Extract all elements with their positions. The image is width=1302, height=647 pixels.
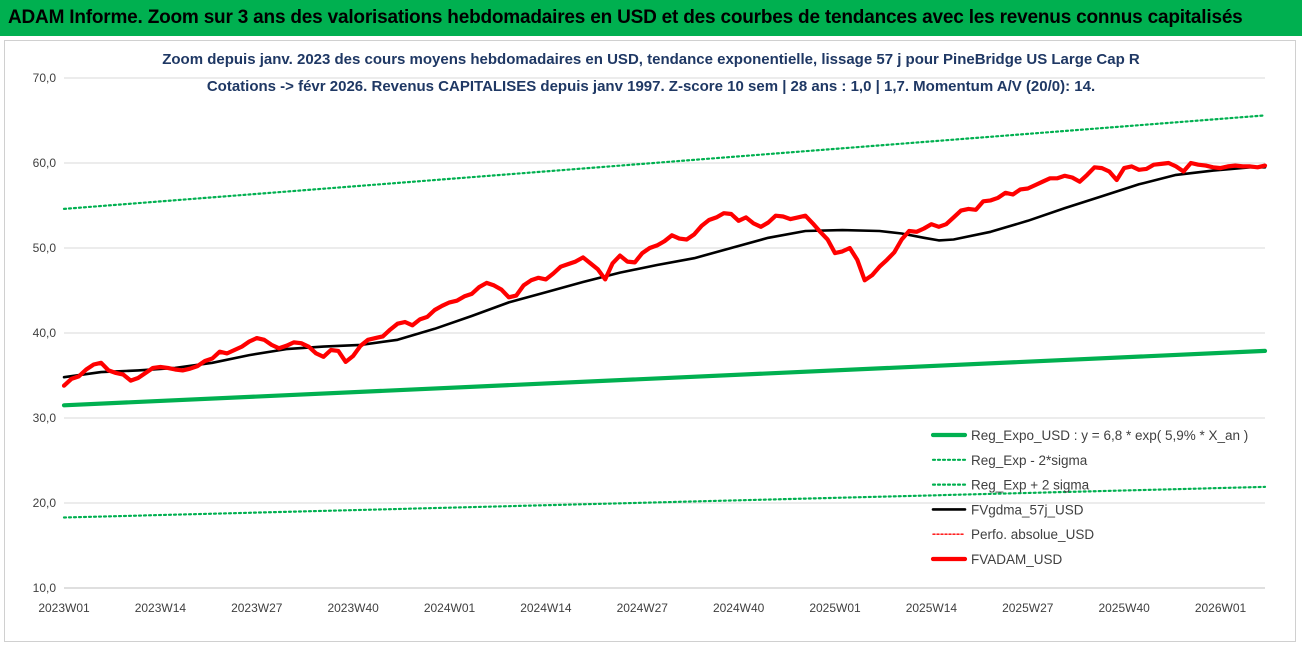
series-line-0 <box>61 348 1268 408</box>
series-lines <box>61 114 1268 519</box>
gridlines <box>64 77 1265 589</box>
x-tick-label: 2024W14 <box>520 601 572 615</box>
x-tick-label: 2024W40 <box>713 601 765 615</box>
legend-label-5: FVADAM_USD <box>971 552 1063 567</box>
legend-label-3: FVgdma_57j_USD <box>971 502 1084 517</box>
x-tick-label: 2023W27 <box>231 601 283 615</box>
series-line-5 <box>61 160 1268 388</box>
report-banner: ADAM Informe. Zoom sur 3 ans des valoris… <box>0 0 1302 36</box>
legend: Reg_Expo_USD : y = 6,8 * exp( 5,9% * X_a… <box>930 428 1248 567</box>
series-line-2 <box>62 114 1267 210</box>
x-tick-label: 2023W40 <box>327 601 379 615</box>
chart-title-line-2: Cotations -> févr 2026. Revenus CAPITALI… <box>206 78 1096 95</box>
x-tick-label: 2025W27 <box>1002 601 1054 615</box>
legend-label-2: Reg_Exp + 2 sigma <box>971 478 1090 493</box>
legend-label-0: Reg_Expo_USD : y = 6,8 * exp( 5,9% * X_a… <box>971 428 1248 443</box>
x-tick-label: 2025W14 <box>906 601 958 615</box>
x-tick-label: 2026W01 <box>1195 601 1247 615</box>
y-tick-label: 10,0 <box>33 581 57 595</box>
legend-label-4: Perfo. absolue_USD <box>971 527 1094 542</box>
x-tick-label: 2025W40 <box>1098 601 1150 615</box>
y-tick-label: 40,0 <box>33 326 57 340</box>
x-tick-label: 2023W01 <box>38 601 90 615</box>
chart-title-line-1: Zoom depuis janv. 2023 des cours moyens … <box>162 51 1140 68</box>
x-tick-label: 2023W14 <box>135 601 187 615</box>
x-tick-label: 2024W01 <box>424 601 476 615</box>
y-tick-label: 50,0 <box>33 241 57 255</box>
x-tick-label: 2024W27 <box>617 601 669 615</box>
axes: 10,0 20,0 30,0 40,0 50,0 60,0 70,0 2023W01 2023W… <box>33 71 1265 615</box>
banner-title: ADAM Informe. Zoom sur 3 ans des valoris… <box>8 7 1243 28</box>
y-tick-label: 20,0 <box>33 496 57 510</box>
chart-frame <box>4 40 1296 642</box>
series-line-1 <box>62 485 1267 519</box>
y-tick-label: 70,0 <box>33 71 57 85</box>
x-tick-label: 2025W01 <box>809 601 861 615</box>
y-tick-label: 60,0 <box>33 156 57 170</box>
legend-label-1: Reg_Exp - 2*sigma <box>971 453 1088 468</box>
y-tick-label: 30,0 <box>33 411 57 425</box>
